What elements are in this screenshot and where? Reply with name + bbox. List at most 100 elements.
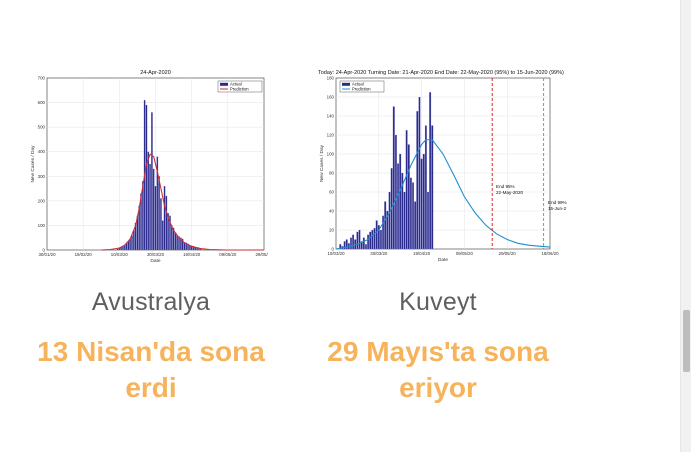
bar [343,241,346,250]
bar [158,176,160,251]
y-tick-label: 160 [327,95,335,100]
bar [424,125,427,250]
bar [170,225,173,251]
legend-swatch-actual [220,82,228,86]
bar [360,241,363,250]
bar [414,201,417,250]
y-tick-label: 700 [38,76,46,81]
bar [181,238,184,251]
bar [416,111,419,250]
bar [427,191,429,250]
end-annotation: 15-Jun-2 [548,206,567,211]
y-tick-label: 400 [38,149,46,154]
country-name: Avustralya [91,288,211,316]
bar [407,144,410,250]
bar [167,213,169,251]
y-tick-label: 300 [38,174,46,179]
bar [422,153,425,250]
bar [165,195,168,251]
bar [429,92,432,250]
y-tick-label: 180 [327,76,335,81]
y-tick-label: 200 [38,198,46,203]
legend-label-actual: Actual [230,82,242,87]
bar [352,234,355,250]
bar [386,210,389,250]
bar [339,244,342,250]
chart-kuveyt: 0 20 40 60 80 100 120 140 160 180 10/03/20 30/03/20… [312,68,570,265]
y-tick-label: 140 [327,114,335,119]
bar [418,96,421,250]
x-tick-label: 29/05/20 [499,251,517,256]
bar [142,181,144,251]
bar [185,242,188,251]
y-tick-label: 60 [329,190,334,195]
bar [176,235,179,251]
prediction-line [335,139,551,250]
bar [375,220,378,250]
chart-avustralya-svg: 0 100 200 300 400 500 600 700 30/01/20 19/02/20 10… [30,70,268,264]
bar [145,104,148,251]
x-tick-label: 30/03/20 [147,252,165,257]
country-name: Kuveyt [399,288,477,316]
bar [358,229,361,250]
y-tick-label: 0 [332,247,335,252]
bar [190,245,193,251]
bar [147,151,150,251]
scrollbar-thumb[interactable] [683,310,690,372]
end-annotation: End 95% [496,184,515,189]
bar [174,232,177,251]
bar [169,215,171,251]
y-axis-label: New Cases / Day [319,144,325,182]
bar [152,168,155,251]
x-tick-label: 18/06/20 [541,251,559,256]
x-tick-label: 10/03/20 [111,252,129,257]
bar [397,163,400,250]
y-tick-label: 20 [329,228,334,233]
y-tick-label: 120 [327,133,335,138]
chart-title: Today: 24-Apr-2020 Turning Date: 21-Apr-… [318,70,564,76]
bar [373,228,376,250]
bar [149,163,151,251]
chart-kuveyt-svg: 0 20 40 60 80 100 120 140 160 180 10/03/20 30/03/20… [318,70,567,263]
bar [154,186,157,251]
x-tick-label: 19/04/20 [413,251,431,256]
bar [178,236,180,251]
bar [412,182,414,250]
bar [362,237,365,250]
y-tick-label: 500 [38,125,46,130]
bar [379,229,382,250]
bar [420,158,423,250]
x-tick-label: 30/03/20 [370,251,388,256]
bar [131,235,133,251]
legend-box [217,80,263,93]
bar [399,153,402,250]
bar [127,241,130,251]
legend-label-prediction: Prediction [352,87,371,92]
chart-avustralya: 0 100 200 300 400 500 600 700 30/01/20 19/02/20 10… [30,70,268,265]
scrollbar-track[interactable] [680,0,691,452]
x-tick-label: 09/05/20 [456,251,474,256]
bar [371,229,374,250]
legend-label-prediction: Prediction [230,87,249,92]
prediction-line [101,153,264,251]
status-text: 29 Mayıs'ta sona eriyor [327,336,549,403]
chart-title: 24-Apr-2020 [140,70,171,76]
bar [409,177,412,250]
y-tick-label: 40 [329,209,334,214]
x-tick-label: 19/04/20 [183,252,201,257]
bar [403,191,406,250]
bar [388,191,391,250]
bar [365,244,367,250]
bar [356,231,359,250]
y-tick-label: 0 [43,248,46,253]
bar [179,237,182,251]
bar [161,220,164,251]
bar [367,234,370,250]
x-tick-label: 10/03/20 [327,251,345,256]
end-annotation: End 99% [548,200,567,205]
plot-area [335,77,551,250]
bar [345,239,348,250]
bar [129,238,132,251]
y-tick-label: 100 [327,152,335,157]
bar [431,125,434,250]
